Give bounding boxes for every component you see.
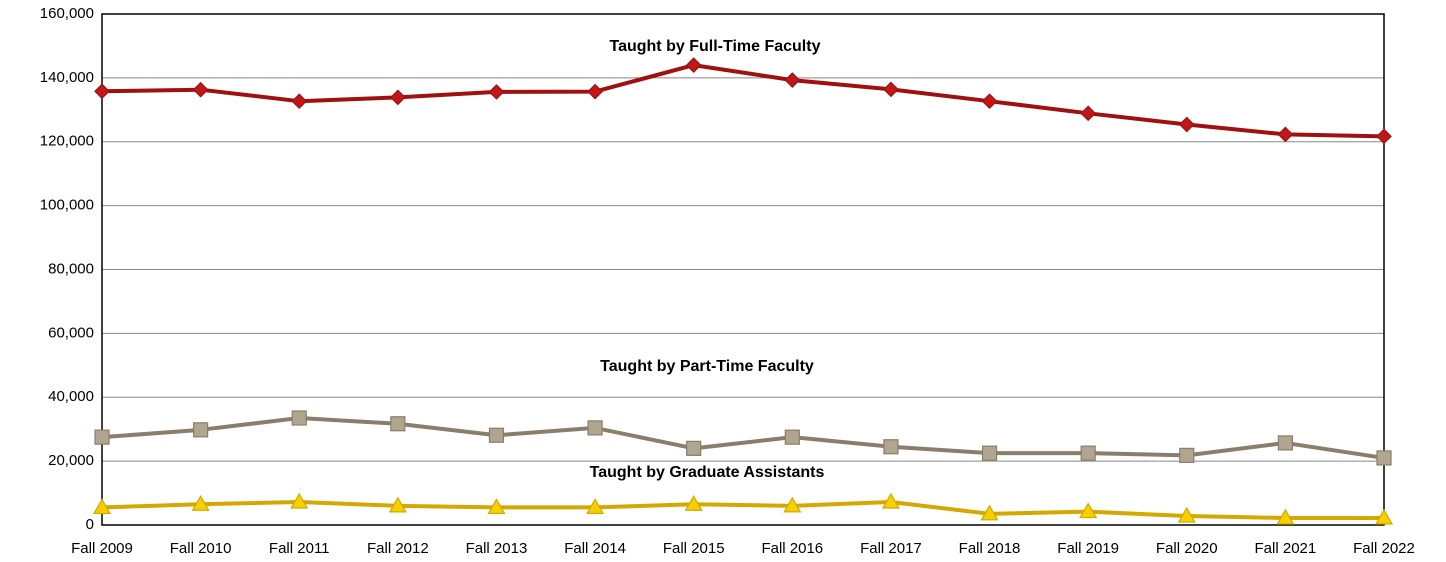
marker bbox=[488, 84, 505, 100]
marker bbox=[686, 440, 702, 456]
marker bbox=[1277, 435, 1293, 451]
x-tick-label: Fall 2011 bbox=[269, 540, 330, 557]
plot-border bbox=[101, 13, 1385, 526]
marker bbox=[1376, 450, 1392, 466]
x-tick-label: Fall 2014 bbox=[564, 540, 626, 557]
x-tick-label: Fall 2015 bbox=[663, 540, 725, 557]
y-tick-label: 80,000 bbox=[48, 260, 94, 277]
marker bbox=[291, 93, 308, 110]
marker bbox=[883, 81, 899, 98]
marker bbox=[980, 504, 999, 521]
series-line bbox=[101, 63, 1385, 139]
marker bbox=[1080, 445, 1096, 461]
x-tick-label: Fall 2016 bbox=[761, 540, 823, 557]
marker bbox=[94, 83, 110, 100]
marker bbox=[1080, 105, 1097, 122]
marker bbox=[684, 495, 703, 511]
x-tick-label: Fall 2009 bbox=[71, 540, 133, 557]
marker bbox=[784, 429, 800, 445]
marker bbox=[1374, 508, 1394, 525]
marker bbox=[388, 496, 407, 513]
series-line bbox=[101, 500, 1384, 520]
marker bbox=[1376, 128, 1392, 145]
marker bbox=[390, 416, 406, 432]
marker bbox=[94, 429, 110, 445]
marker bbox=[192, 81, 209, 98]
y-tick-label: 20,000 bbox=[48, 452, 94, 469]
x-tick-label: Fall 2018 bbox=[959, 540, 1021, 557]
y-tick-label: 140,000 bbox=[40, 69, 94, 86]
x-tick-label: Fall 2013 bbox=[466, 540, 528, 557]
x-tick-label: Fall 2020 bbox=[1156, 540, 1218, 557]
series-label: Taught by Graduate Assistants bbox=[590, 464, 825, 481]
x-tick-label: Fall 2012 bbox=[367, 540, 429, 557]
marker bbox=[685, 57, 702, 73]
marker bbox=[1276, 508, 1295, 525]
marker bbox=[389, 89, 406, 106]
marker bbox=[981, 445, 998, 461]
marker bbox=[488, 427, 505, 443]
marker bbox=[487, 498, 506, 515]
marker bbox=[92, 498, 112, 515]
marker bbox=[981, 93, 998, 110]
marker bbox=[587, 420, 603, 436]
marker bbox=[1177, 506, 1196, 523]
marker bbox=[1178, 116, 1195, 133]
y-tick-label: 120,000 bbox=[40, 133, 94, 150]
x-tick-label: Fall 2010 bbox=[170, 540, 232, 557]
series-label: Taught by Full-Time Faculty bbox=[610, 38, 821, 55]
x-tick-label: Fall 2022 bbox=[1353, 540, 1415, 557]
marker bbox=[191, 495, 210, 511]
series-line bbox=[101, 416, 1385, 460]
y-tick-label: 160,000 bbox=[40, 5, 94, 22]
y-tick-label: 60,000 bbox=[48, 324, 94, 341]
marker bbox=[586, 498, 605, 515]
marker bbox=[783, 496, 802, 513]
marker bbox=[291, 410, 307, 426]
x-tick-label: Fall 2019 bbox=[1057, 540, 1119, 557]
marker bbox=[587, 83, 603, 100]
y-tick-label: 0 bbox=[86, 516, 94, 533]
x-tick-label: Fall 2017 bbox=[860, 540, 922, 557]
y-tick-label: 100,000 bbox=[40, 197, 94, 214]
marker bbox=[881, 492, 900, 509]
x-tick-label: Fall 2021 bbox=[1255, 540, 1317, 557]
marker bbox=[1277, 126, 1294, 143]
marker bbox=[1079, 502, 1098, 519]
marker bbox=[290, 492, 309, 509]
y-tick-label: 40,000 bbox=[48, 388, 94, 405]
series-label: Taught by Part-Time Faculty bbox=[600, 358, 814, 375]
marker bbox=[883, 439, 899, 455]
marker bbox=[193, 422, 209, 438]
marker bbox=[1179, 447, 1195, 463]
marker bbox=[784, 72, 801, 88]
